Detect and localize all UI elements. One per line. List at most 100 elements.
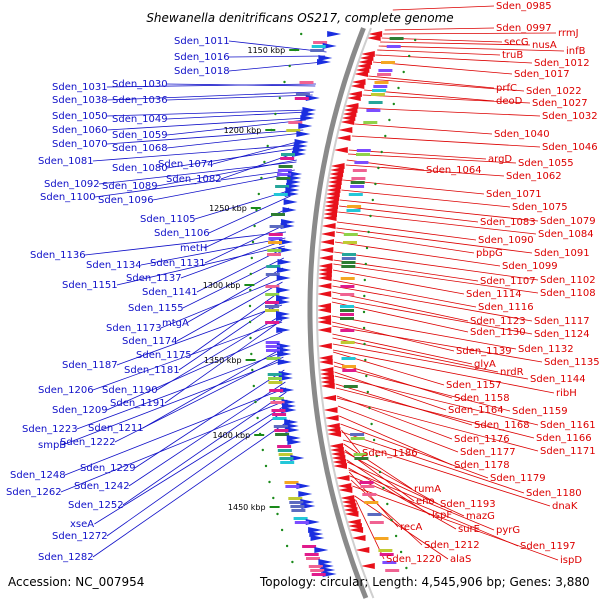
- right-gene-label: ispD: [560, 555, 582, 566]
- forward-gene-arrow: [298, 123, 313, 129]
- left-gene-label: Sden_1175: [136, 350, 192, 361]
- right-feature-block: [359, 481, 374, 484]
- reverse-gene-arrow: [320, 231, 335, 237]
- reverse-gene-arrow: [326, 187, 341, 193]
- right-leader-line: [367, 78, 525, 92]
- green-dot: [371, 198, 374, 202]
- left-leader-line: [106, 91, 314, 101]
- right-gene-label: Sden_1130: [470, 327, 526, 338]
- left-feature-block: [285, 485, 300, 488]
- reverse-gene-arrow: [333, 147, 348, 153]
- right-leader-line: [343, 179, 485, 195]
- reverse-gene-arrow: [328, 175, 343, 181]
- left-feature-block: [266, 349, 280, 352]
- green-dot: [405, 566, 408, 570]
- map-title: Shewanella denitrificans OS217, complete…: [146, 11, 453, 25]
- right-gene-label: pyrG: [496, 525, 520, 536]
- left-leader-line: [92, 419, 291, 558]
- right-feature-block: [346, 209, 361, 212]
- left-feature-block: [280, 461, 295, 464]
- right-leader-line: [334, 375, 539, 426]
- reverse-gene-arrow: [329, 171, 344, 177]
- right-gene-label: Sden_1132: [518, 344, 574, 355]
- right-feature-block: [366, 109, 381, 112]
- left-leader-line: [186, 267, 284, 324]
- left-gene-label: Sden_1080: [112, 163, 168, 174]
- reverse-gene-arrow: [349, 527, 364, 533]
- right-gene-label: Sden_1022: [526, 86, 582, 97]
- right-leader-line: [372, 61, 513, 75]
- green-dot: [255, 208, 258, 212]
- right-leader-line: [349, 475, 519, 547]
- green-dot: [250, 256, 253, 260]
- reverse-gene-arrow: [324, 203, 339, 209]
- right-feature-block: [367, 513, 382, 516]
- right-gene-label: rumA: [414, 484, 441, 495]
- reverse-gene-arrow: [318, 263, 333, 269]
- right-leader-line: [339, 415, 453, 466]
- forward-gene-arrow: [284, 191, 299, 197]
- right-feature-block: [354, 457, 369, 460]
- left-feature-block: [289, 501, 304, 504]
- right-feature-block: [356, 153, 370, 156]
- right-leader-line: [341, 431, 525, 494]
- right-leader-line: [375, 54, 533, 64]
- right-leader-line: [334, 251, 539, 281]
- forward-gene-arrow: [300, 115, 315, 121]
- green-dot: [248, 320, 252, 324]
- left-feature-block: [278, 165, 293, 168]
- reverse-gene-arrow: [337, 483, 352, 489]
- green-dot: [362, 310, 366, 314]
- left-feature-block: [294, 521, 309, 524]
- reverse-gene-arrow: [320, 383, 335, 389]
- left-feature-block: [267, 253, 281, 256]
- reverse-gene-arrow: [323, 207, 338, 213]
- green-dot: [378, 470, 382, 474]
- left-feature-block: [311, 573, 326, 576]
- green-dot: [263, 160, 266, 164]
- right-gene-label: Sden_1017: [514, 69, 570, 80]
- reverse-gene-arrow: [317, 271, 332, 277]
- green-dot: [248, 304, 252, 308]
- right-leader-line: [348, 149, 487, 160]
- right-feature-block: [385, 569, 400, 572]
- right-leader-line: [335, 387, 535, 439]
- left-feature-block: [304, 553, 319, 556]
- right-leader-line: [392, 5, 495, 11]
- left-gene-label: Sden_1174: [122, 336, 178, 347]
- green-dot: [291, 560, 294, 564]
- left-gene-label: Sden_1018: [174, 66, 230, 77]
- right-gene-label: Sden_1090: [478, 235, 534, 246]
- left-feature-block: [269, 389, 284, 392]
- left-leader-line: [208, 195, 291, 234]
- reverse-gene-arrow: [343, 507, 358, 513]
- left-gene-label: Sden_1191: [110, 398, 166, 409]
- left-gene-label: smpB: [38, 440, 66, 451]
- left-feature-block: [279, 457, 294, 460]
- reverse-gene-arrow: [346, 519, 361, 525]
- forward-gene-arrow: [322, 571, 337, 577]
- left-feature-block: [265, 305, 279, 308]
- left-gene-label: Sden_1137: [126, 273, 182, 284]
- left-gene-label: Sden_1105: [140, 214, 196, 225]
- right-gene-label: secG: [504, 37, 529, 48]
- forward-gene-arrow: [280, 223, 295, 229]
- reverse-gene-arrow: [332, 459, 347, 465]
- green-dot: [365, 374, 368, 378]
- right-feature-block: [368, 101, 383, 104]
- right-gene-label: recA: [400, 522, 423, 533]
- reverse-gene-arrow: [325, 195, 340, 201]
- green-dot: [285, 544, 289, 548]
- reverse-gene-arrow: [343, 107, 358, 113]
- right-gene-label: lspF: [432, 510, 452, 521]
- reverse-gene-arrow: [342, 111, 357, 117]
- left-leader-line: [228, 55, 326, 58]
- left-feature-block: [265, 301, 279, 304]
- reverse-gene-arrow: [317, 327, 332, 333]
- right-leader-line: [345, 451, 439, 505]
- reverse-gene-arrow: [347, 523, 362, 529]
- right-leader-line: [331, 301, 469, 333]
- forward-gene-arrow: [276, 275, 291, 281]
- right-gene-label: mazG: [466, 511, 495, 522]
